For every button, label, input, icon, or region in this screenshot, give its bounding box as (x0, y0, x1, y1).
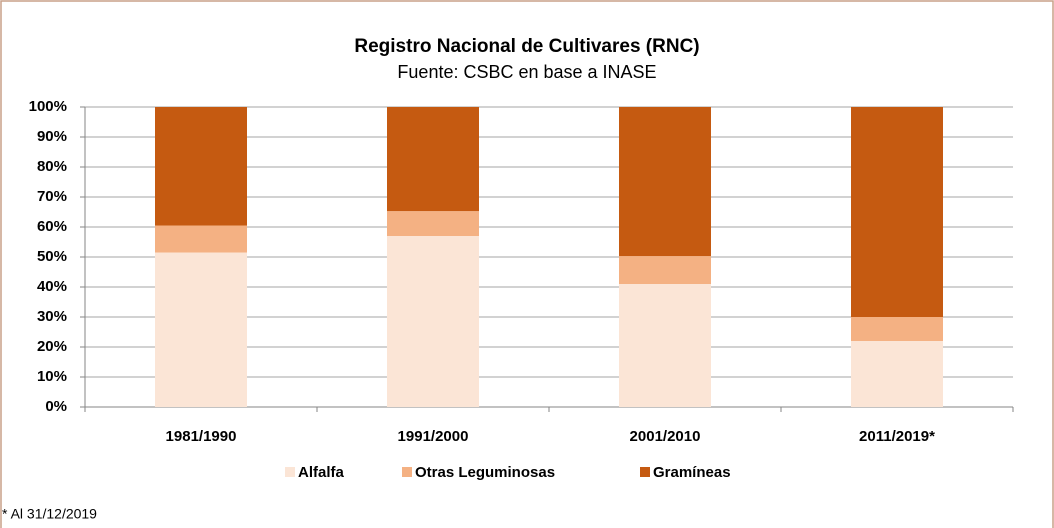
legend-swatch (402, 467, 412, 477)
y-tick-label: 50% (37, 248, 67, 265)
y-tick-label: 10% (37, 368, 67, 385)
bar-segment (619, 256, 711, 284)
bar-segment (851, 107, 943, 317)
x-tick-label: 2011/2019* (859, 428, 935, 445)
y-tick-label: 90% (37, 128, 67, 145)
bar-segment (387, 236, 479, 407)
chart-title: Registro Nacional de Cultivares (RNC) (354, 36, 699, 57)
bar-segment (155, 107, 247, 226)
chart-subtitle: Fuente: CSBC en base a INASE (397, 62, 656, 82)
y-tick-label: 20% (37, 338, 67, 355)
y-tick-label: 80% (37, 158, 67, 175)
x-tick-label: 1991/2000 (398, 428, 469, 445)
bar-segment (155, 225, 247, 253)
legend-label: Gramíneas (653, 464, 731, 481)
bar-segment (851, 317, 943, 341)
bar-segment (387, 107, 479, 212)
bar-segment (155, 252, 247, 407)
y-tick-label: 40% (37, 278, 67, 295)
bar-segment (387, 211, 479, 236)
footnote: * Al 31/12/2019 (2, 506, 97, 522)
y-tick-label: 30% (37, 308, 67, 325)
x-tick-label: 2001/2010 (630, 428, 701, 445)
y-tick-label: 70% (37, 188, 67, 205)
y-tick-label: 60% (37, 218, 67, 235)
y-tick-label: 0% (45, 398, 67, 415)
legend-swatch (640, 467, 650, 477)
legend-label: Otras Leguminosas (415, 464, 555, 481)
legend-swatch (285, 467, 295, 477)
x-tick-label: 1981/1990 (166, 428, 237, 445)
bar-segment (619, 284, 711, 407)
y-tick-label: 100% (29, 98, 67, 115)
bar-segment (851, 341, 943, 407)
bar-segment (619, 107, 711, 257)
legend-label: Alfalfa (298, 464, 345, 481)
